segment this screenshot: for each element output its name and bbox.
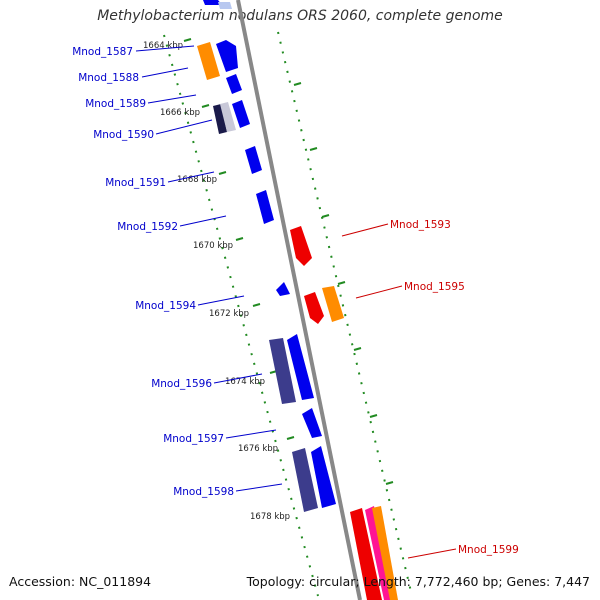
- kbp-label: 1664 kbp: [143, 41, 183, 51]
- inner-tick-track: [163, 34, 319, 597]
- gene-label[interactable]: Mnod_1594: [135, 300, 196, 312]
- kbp-labels: 1664 kbp 1666 kbp 1668 kbp 1670 kbp 1672…: [143, 41, 290, 522]
- kbp-major-ticks: [183, 38, 394, 507]
- gene-feature[interactable]: [365, 506, 392, 600]
- gene-label[interactable]: Mnod_1596: [151, 378, 212, 390]
- gene-label[interactable]: Mnod_1592: [117, 221, 178, 233]
- map-title: Methylobacterium nodulans ORS 2060, comp…: [97, 8, 503, 24]
- outer-gene-track: [290, 226, 398, 600]
- gene-feature[interactable]: [197, 42, 220, 80]
- gene-feature[interactable]: [292, 448, 318, 512]
- gene-label[interactable]: Mnod_1597: [163, 433, 224, 445]
- label-leaders: [135, 45, 457, 559]
- gene-feature[interactable]: [213, 104, 227, 134]
- accession-text: Accession: NC_011894: [9, 574, 152, 589]
- gene-label[interactable]: Mnod_1590: [93, 129, 154, 141]
- kbp-label: 1672 kbp: [209, 309, 249, 319]
- gene-feature[interactable]: [269, 338, 296, 404]
- genome-summary-text: Topology: circular; Length: 7,772,460 bp…: [246, 574, 590, 589]
- kbp-label: 1678 kbp: [250, 512, 290, 522]
- kbp-label: 1666 kbp: [160, 108, 200, 118]
- kbp-label: 1668 kbp: [177, 175, 217, 185]
- outer-tick-track: [277, 31, 413, 597]
- gene-feature[interactable]: [203, 0, 222, 5]
- gene-feature[interactable]: [302, 408, 322, 438]
- gene-label[interactable]: Mnod_1598: [173, 486, 234, 498]
- gene-feature[interactable]: [256, 190, 274, 224]
- gene-feature[interactable]: [290, 226, 312, 266]
- gene-feature[interactable]: [220, 102, 236, 132]
- gene-feature[interactable]: [322, 286, 344, 322]
- gene-labels-left: Mnod_1587 Mnod_1588 Mnod_1589 Mnod_1590 …: [72, 46, 234, 498]
- gene-feature[interactable]: [216, 40, 238, 72]
- kbp-label: 1670 kbp: [193, 241, 233, 251]
- gene-label[interactable]: Mnod_1587: [72, 46, 133, 58]
- gene-feature[interactable]: [232, 100, 250, 128]
- gene-label[interactable]: Mnod_1595: [404, 281, 465, 293]
- gene-feature[interactable]: [276, 282, 290, 296]
- gene-feature[interactable]: [350, 508, 382, 600]
- gene-label[interactable]: Mnod_1589: [85, 98, 146, 110]
- gene-label[interactable]: Mnod_1588: [78, 72, 139, 84]
- gene-feature[interactable]: [311, 446, 336, 508]
- gene-label[interactable]: Mnod_1591: [105, 177, 166, 189]
- kbp-label: 1674 kbp: [225, 377, 265, 387]
- gene-feature[interactable]: [287, 334, 314, 400]
- gene-feature[interactable]: [372, 506, 398, 600]
- gene-label[interactable]: Mnod_1599: [458, 544, 519, 556]
- gene-feature[interactable]: [226, 74, 242, 94]
- gene-feature[interactable]: [218, 2, 232, 9]
- gene-label[interactable]: Mnod_1593: [390, 219, 451, 231]
- gene-feature[interactable]: [245, 146, 262, 174]
- genome-backbone: [236, 0, 362, 600]
- gene-feature[interactable]: [304, 292, 324, 324]
- gene-labels-right: Mnod_1593 Mnod_1595 Mnod_1599: [390, 219, 519, 556]
- kbp-label: 1676 kbp: [238, 444, 278, 454]
- inner-gene-track: [197, 0, 336, 512]
